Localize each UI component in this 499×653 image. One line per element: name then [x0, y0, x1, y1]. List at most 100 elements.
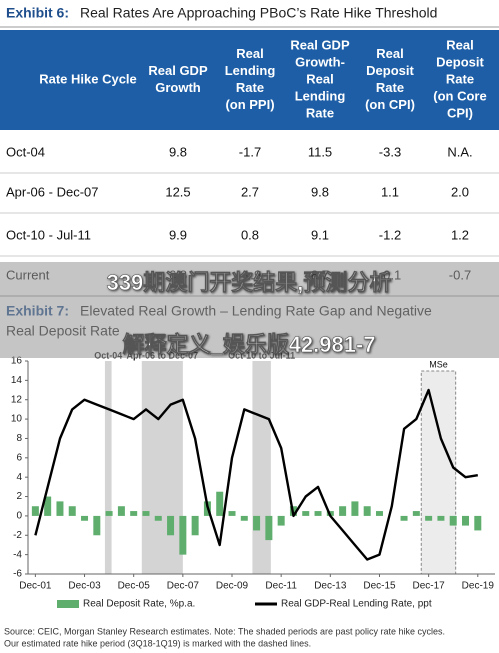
- column-header: (on PPI): [225, 97, 274, 112]
- bar: [93, 515, 101, 536]
- x-tick-label: Dec-19: [462, 581, 495, 592]
- bar: [412, 511, 420, 516]
- column-header: Real: [446, 37, 473, 52]
- column-header: Real: [306, 71, 333, 86]
- bar: [351, 501, 359, 516]
- y-tick-label: 6: [16, 452, 22, 463]
- exhibit-title: Real Rates Are Approaching PBoC’s Rate H…: [80, 5, 437, 21]
- x-tick-label: Dec-01: [19, 581, 52, 592]
- column-header: Growth-: [295, 54, 345, 69]
- column-header: Rate: [376, 80, 404, 95]
- column-header: Rate: [446, 71, 474, 86]
- table-cell: 9.9: [169, 227, 187, 242]
- x-tick-label: Dec-15: [363, 581, 396, 592]
- x-tick-label: Dec-13: [314, 581, 347, 592]
- legend-label: Real Deposit Rate, %p.a.: [83, 599, 195, 610]
- line: [34, 388, 478, 561]
- y-tick-label: -2: [13, 530, 22, 541]
- bar: [191, 515, 199, 536]
- table-cell: 9.1: [311, 227, 329, 242]
- column-header: Deposit: [366, 63, 414, 78]
- legend-swatch: [57, 600, 79, 608]
- bar: [81, 515, 89, 521]
- bar: [31, 506, 39, 516]
- bar: [449, 515, 457, 526]
- column-header: Real: [376, 46, 403, 61]
- bar: [363, 506, 371, 516]
- bar: [425, 515, 433, 521]
- y-tick-label: 4: [16, 472, 22, 483]
- x-tick-label: Dec-11: [265, 581, 297, 592]
- table-cell: 9.8: [311, 184, 329, 199]
- row-label: Oct-10 - Jul-11: [6, 227, 91, 242]
- table-cell: -1.7: [239, 144, 261, 159]
- column-header: (on Core: [433, 88, 486, 103]
- bar: [105, 511, 113, 516]
- bar: [68, 506, 76, 516]
- table-cell: 2.7: [241, 184, 259, 199]
- overlay-text: 解释定义_娱乐版42.981-7: [122, 332, 375, 357]
- column-header: Real GDP: [148, 63, 208, 78]
- estimate-period: [420, 370, 457, 575]
- table-cell: -3.3: [379, 144, 401, 159]
- bar: [56, 501, 64, 516]
- bar: [216, 491, 224, 516]
- bar: [265, 515, 273, 541]
- bar: [277, 515, 285, 526]
- bar: [253, 515, 261, 531]
- x-tick-label: Dec-03: [68, 581, 101, 592]
- column-header: (on CPI): [365, 97, 415, 112]
- footnote: Our estimated rate hike period (3Q18-1Q1…: [4, 638, 311, 648]
- column-header: Rate: [236, 80, 264, 95]
- column-header: Growth: [155, 80, 201, 95]
- table-cell: 1.2: [451, 227, 469, 242]
- hike-period: [252, 361, 271, 574]
- bar: [302, 511, 310, 516]
- table-cell: N.A.: [447, 144, 472, 159]
- x-tick-label: Dec-07: [167, 581, 200, 592]
- bar: [154, 515, 162, 521]
- table-cell: 9.8: [169, 144, 187, 159]
- bar: [130, 511, 138, 516]
- bar: [228, 511, 236, 516]
- column-header: Deposit: [436, 54, 484, 69]
- y-tick-label: 0: [16, 511, 22, 522]
- x-tick-label: Dec-05: [118, 581, 151, 592]
- bar: [437, 515, 445, 521]
- row-label: Oct-04: [6, 144, 45, 159]
- bar: [400, 515, 408, 521]
- bar: [314, 511, 322, 516]
- table-cell: 12.5: [165, 184, 190, 199]
- x-tick-label: Dec-09: [216, 581, 249, 592]
- bar: [474, 515, 482, 531]
- column-header: Lending: [295, 88, 346, 103]
- table-cell: -1.2: [379, 227, 401, 242]
- bar: [117, 506, 125, 516]
- y-tick-label: 10: [11, 414, 23, 425]
- overlay-banner: [0, 262, 499, 358]
- overlay-text: 339期澳门开奖结果,预测分析: [107, 270, 392, 295]
- hike-period: [141, 361, 183, 574]
- hike-period: [104, 361, 112, 574]
- bar: [240, 515, 248, 521]
- y-tick-label: 16: [11, 356, 23, 367]
- y-tick-label: 12: [11, 394, 23, 405]
- bar: [44, 496, 52, 516]
- table-cell: 2.0: [451, 184, 469, 199]
- bar: [179, 515, 187, 555]
- exhibit-label: Exhibit 6:: [6, 5, 69, 21]
- y-tick-label: 8: [16, 433, 22, 444]
- bar: [375, 511, 383, 516]
- bar: [167, 515, 175, 536]
- column-header: Lending: [225, 63, 276, 78]
- table-header-bg: [0, 30, 499, 130]
- row-label: Apr-06 - Dec-07: [6, 184, 98, 199]
- footnote: Source: CEIC, Morgan Stanley Research es…: [4, 626, 445, 636]
- column-header: Rate: [306, 105, 334, 120]
- bar: [142, 511, 150, 516]
- y-tick-label: -6: [13, 569, 22, 580]
- table-cell: 0.8: [241, 227, 259, 242]
- column-header: Real: [236, 46, 263, 61]
